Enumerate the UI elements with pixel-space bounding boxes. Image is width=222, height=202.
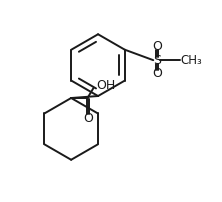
Text: S: S xyxy=(153,54,161,67)
Text: O: O xyxy=(152,40,162,53)
Text: O: O xyxy=(83,112,93,125)
Text: O: O xyxy=(152,67,162,80)
Text: CH₃: CH₃ xyxy=(181,54,202,67)
Text: OH: OH xyxy=(96,79,115,92)
